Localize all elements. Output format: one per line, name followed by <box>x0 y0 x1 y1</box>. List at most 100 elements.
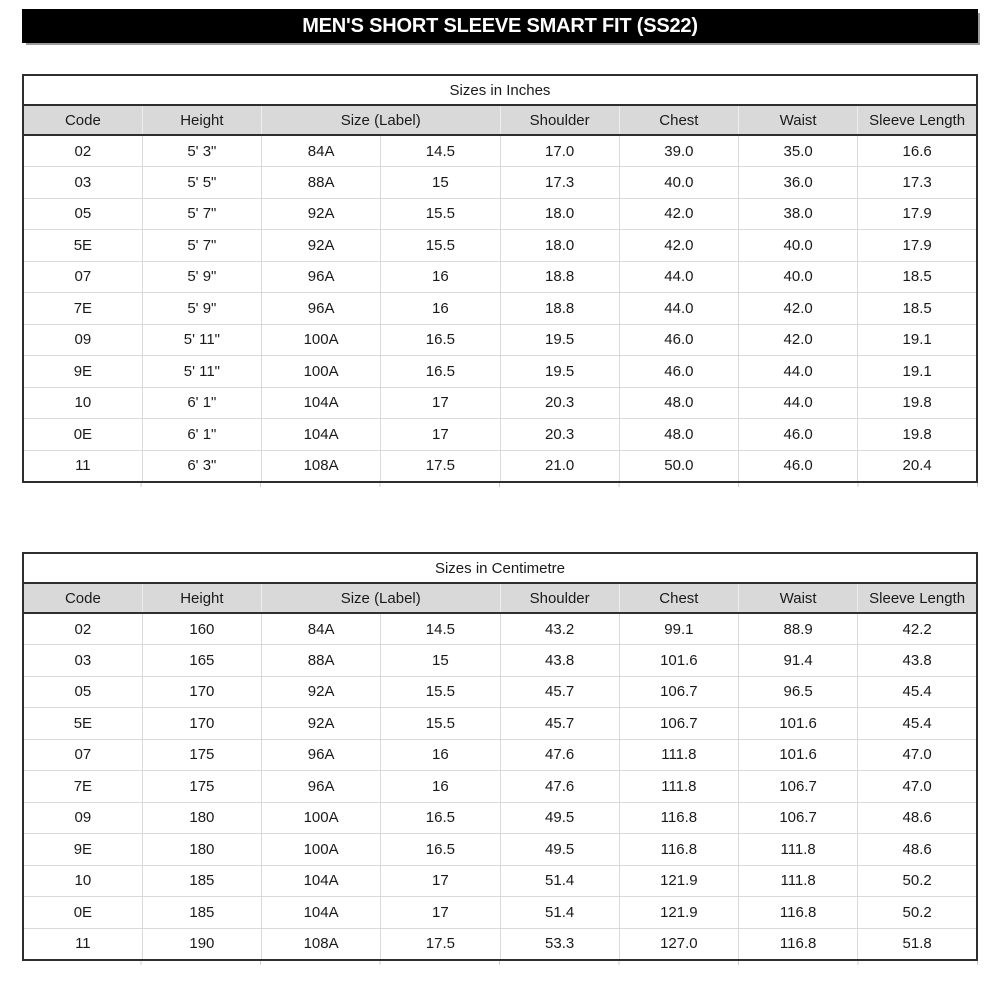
table-row: 02 160 84A 14.5 43.2 99.1 88.9 42.2 <box>22 612 978 645</box>
table-row: 9E 5' 11" 100A 16.5 19.5 46.0 44.0 19.1 <box>22 355 978 388</box>
cell-chest: 48.0 <box>618 418 740 451</box>
cell-size-label: 104A <box>260 896 382 929</box>
table-row: 03 5' 5" 88A 15 17.3 40.0 36.0 17.3 <box>22 166 978 199</box>
table-row: 07 175 96A 16 47.6 111.8 101.6 47.0 <box>22 738 978 771</box>
table-row: 5E 5' 7" 92A 15.5 18.0 42.0 40.0 17.9 <box>22 229 978 262</box>
cell-sleeve-length: 16.6 <box>857 134 978 167</box>
cell-waist: 106.7 <box>737 801 859 834</box>
cell-height: 160 <box>141 612 263 645</box>
cell-code: 09 <box>22 323 143 356</box>
cell-chest: 106.7 <box>618 707 740 740</box>
column-header-waist: Waist <box>737 583 858 614</box>
cell-size-number: 16.5 <box>380 323 501 356</box>
cell-height: 5' 5" <box>141 166 263 199</box>
column-header-sleeve-length: Sleeve Length <box>857 583 977 614</box>
cell-size-label: 100A <box>260 833 382 866</box>
cell-chest: 101.6 <box>618 644 740 677</box>
cell-sleeve-length: 48.6 <box>857 833 978 866</box>
cell-height: 6' 3" <box>141 449 263 482</box>
cell-sleeve-length: 51.8 <box>857 927 978 960</box>
cell-sleeve-length: 19.8 <box>857 418 978 451</box>
cell-sleeve-length: 17.9 <box>857 197 978 230</box>
cell-chest: 44.0 <box>618 292 740 325</box>
column-header-waist: Waist <box>737 105 858 136</box>
cell-chest: 121.9 <box>618 896 740 929</box>
cell-size-number: 17.5 <box>380 449 501 482</box>
cell-code: 07 <box>22 738 143 771</box>
cell-code: 05 <box>22 675 143 708</box>
cell-size-number: 15.5 <box>380 675 501 708</box>
cell-waist: 106.7 <box>737 770 859 803</box>
cell-size-number: 15.5 <box>380 197 501 230</box>
cell-sleeve-length: 50.2 <box>857 864 978 897</box>
cell-shoulder: 49.5 <box>499 833 620 866</box>
table-row: 03 165 88A 15 43.8 101.6 91.4 43.8 <box>22 644 978 677</box>
cell-sleeve-length: 48.6 <box>857 801 978 834</box>
cell-waist: 116.8 <box>737 927 859 960</box>
column-header-height: Height <box>141 583 262 614</box>
table-row: 7E 175 96A 16 47.6 111.8 106.7 47.0 <box>22 770 978 803</box>
column-header-chest: Chest <box>618 105 739 136</box>
table-title-row: Sizes in Inches <box>23 75 977 106</box>
cell-size-label: 96A <box>260 292 382 325</box>
cell-code: 11 <box>22 927 143 960</box>
cell-waist: 101.6 <box>737 738 859 771</box>
table-row: 0E 6' 1" 104A 17 20.3 48.0 46.0 19.8 <box>22 418 978 451</box>
cell-chest: 44.0 <box>618 260 740 293</box>
cell-height: 5' 7" <box>141 197 263 230</box>
cell-shoulder: 21.0 <box>499 449 620 482</box>
gridline-nubs <box>22 482 978 487</box>
cell-sleeve-length: 17.9 <box>857 229 978 262</box>
cell-code: 02 <box>22 612 143 645</box>
table-header-row: Code Height Size (Label) Shoulder Chest … <box>23 583 977 614</box>
cell-waist: 44.0 <box>737 355 859 388</box>
cell-height: 170 <box>141 675 263 708</box>
table-row: 5E 170 92A 15.5 45.7 106.7 101.6 45.4 <box>22 707 978 740</box>
cell-size-label: 104A <box>260 864 382 897</box>
cell-shoulder: 18.8 <box>499 260 620 293</box>
sizes-in-centimetre-table: Sizes in Centimetre Code Height Size (La… <box>22 552 978 965</box>
cell-chest: 127.0 <box>618 927 740 960</box>
cell-chest: 42.0 <box>618 197 740 230</box>
cell-sleeve-length: 19.8 <box>857 386 978 419</box>
cell-size-number: 15.5 <box>380 707 501 740</box>
cell-sleeve-length: 20.4 <box>857 449 978 482</box>
column-header-code: Code <box>23 583 143 614</box>
cell-height: 5' 11" <box>141 323 263 356</box>
cell-shoulder: 19.5 <box>499 355 620 388</box>
cell-waist: 40.0 <box>737 260 859 293</box>
title-banner: MEN'S SHORT SLEEVE SMART FIT (SS22) <box>22 9 978 43</box>
cell-height: 190 <box>141 927 263 960</box>
cell-size-label: 84A <box>260 612 382 645</box>
cell-height: 185 <box>141 896 263 929</box>
gridline-nubs <box>22 960 978 965</box>
table-row: 9E 180 100A 16.5 49.5 116.8 111.8 48.6 <box>22 833 978 866</box>
table-title-row: Sizes in Centimetre <box>23 553 977 584</box>
cell-code: 10 <box>22 864 143 897</box>
cell-code: 9E <box>22 833 143 866</box>
cell-sleeve-length: 47.0 <box>857 770 978 803</box>
cell-waist: 111.8 <box>737 864 859 897</box>
cell-code: 05 <box>22 197 143 230</box>
cell-sleeve-length: 42.2 <box>857 612 978 645</box>
cell-waist: 38.0 <box>737 197 859 230</box>
cell-shoulder: 19.5 <box>499 323 620 356</box>
cell-height: 185 <box>141 864 263 897</box>
cell-code: 7E <box>22 770 143 803</box>
cell-waist: 88.9 <box>737 612 859 645</box>
cell-size-number: 15 <box>380 644 501 677</box>
cell-waist: 101.6 <box>737 707 859 740</box>
cell-shoulder: 18.0 <box>499 197 620 230</box>
cell-shoulder: 17.3 <box>499 166 620 199</box>
cell-height: 165 <box>141 644 263 677</box>
cell-chest: 46.0 <box>618 355 740 388</box>
cell-shoulder: 47.6 <box>499 770 620 803</box>
cell-sleeve-length: 47.0 <box>857 738 978 771</box>
cell-shoulder: 53.3 <box>499 927 620 960</box>
cell-height: 5' 9" <box>141 292 263 325</box>
cell-waist: 44.0 <box>737 386 859 419</box>
cell-size-label: 96A <box>260 770 382 803</box>
column-header-height: Height <box>141 105 262 136</box>
cell-code: 02 <box>22 134 143 167</box>
table-row: 10 185 104A 17 51.4 121.9 111.8 50.2 <box>22 864 978 897</box>
